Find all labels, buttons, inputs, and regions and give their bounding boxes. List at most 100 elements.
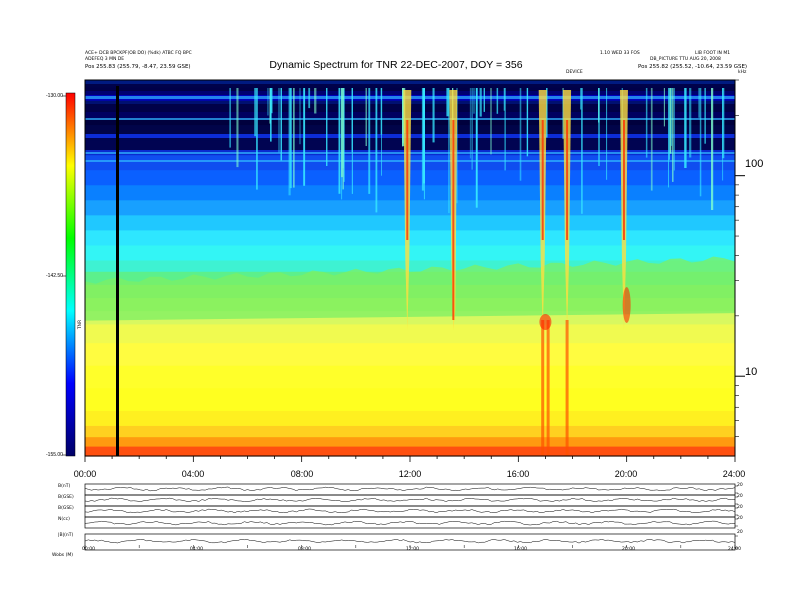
spectrum-streak: [421, 88, 424, 191]
spectrum-band: [85, 260, 735, 273]
data-gap-bar: [116, 86, 119, 456]
timeseries-line: [84, 539, 736, 544]
spectrum-streak: [673, 88, 675, 171]
spectrum-streak: [519, 88, 522, 181]
panel-tick-1: 20: [737, 483, 743, 488]
timeseries-line: [84, 486, 736, 492]
spectrum-band: [85, 215, 735, 231]
spectrum-streak: [722, 88, 725, 159]
radio-burst-core: [566, 120, 569, 240]
spectrum-streak: [704, 88, 706, 144]
bottom-tick-1: 04:00: [190, 547, 203, 552]
spectrum-streak: [672, 88, 674, 182]
burst-spot: [622, 287, 631, 323]
bottom-tick-0: 00:00: [82, 547, 95, 552]
spectrum-streak: [236, 88, 239, 168]
header-right-line1: 1.10 WED 33 FOS: [600, 51, 640, 56]
spectrum-streak: [341, 88, 344, 178]
colorbar-unit: TNR: [78, 319, 84, 330]
spectrum-streak: [698, 88, 700, 118]
spectrum-streak: [448, 88, 450, 214]
colorbar-tick-mid: -142.50: [46, 273, 63, 279]
low-freq-burst: [546, 320, 550, 456]
spectrum-streak: [381, 88, 382, 176]
bottom-tick-6: 24:00: [728, 547, 741, 552]
bottom-tick-4: 16:00: [514, 547, 527, 552]
spectrum-streak: [473, 88, 475, 114]
spectrum-streak: [689, 88, 692, 158]
header-center-tag: DEVICE: [566, 70, 583, 75]
timeseries-line: [84, 497, 736, 502]
spectrum-streak: [471, 88, 473, 170]
spectrum-streak: [496, 88, 499, 114]
spectrum-streak: [267, 88, 269, 116]
timeseries-panel: [84, 533, 736, 551]
spectrum-streak: [326, 88, 328, 166]
x-tick-3: 12:00: [398, 469, 422, 479]
spectrum-streak: [504, 88, 506, 171]
burst-spot: [539, 314, 552, 330]
spectrum-streak: [254, 88, 256, 137]
radio-burst-core: [406, 120, 409, 240]
panel-label-1: B(nT): [58, 484, 71, 489]
header-left-line1: ACE+ DCB BPCKPF(OB DO) (%dk) ATBC FQ BPC: [85, 51, 192, 56]
spectrum-streak: [479, 88, 482, 117]
spectrum-streak: [684, 88, 687, 168]
spectrum-band: [85, 446, 735, 457]
spectrum-streak: [368, 88, 371, 194]
y-tick-100: 100: [745, 158, 764, 170]
panel-tick-5: 20: [737, 530, 743, 535]
header-right-line4: Pos 255.82 (255.52, -10.64, 23.59 GSE): [638, 64, 748, 70]
header-right-line3: DB_PICTURE TTU AUG 20, 2008: [650, 57, 721, 62]
spectrum-streak: [289, 88, 292, 189]
spectrum-streak: [280, 88, 282, 161]
spectrum-streak: [469, 88, 471, 159]
header-left-line3: Pos 255.83 (255.79, -8.47, 23.59 GSE): [85, 64, 191, 70]
spectrum-streak: [432, 88, 435, 143]
panel-tick-3: 20: [737, 505, 743, 510]
spectrum-band: [85, 200, 735, 216]
panel-label-4: N(cc): [58, 517, 70, 522]
spectrum-streak: [270, 88, 272, 142]
khz-label: kHz: [738, 70, 747, 75]
spectrum-streak: [668, 88, 670, 160]
spectrum-streak: [314, 88, 317, 114]
spectrum-streak: [278, 88, 280, 153]
spectrum-band: [85, 410, 735, 427]
colorbar: [65, 92, 76, 457]
spectrum-band: [85, 230, 735, 247]
spectrum-band: [85, 343, 735, 367]
spectrum-streak: [669, 88, 672, 154]
x-tick-2: 08:00: [290, 469, 314, 479]
x-tick-6: 24:00: [722, 469, 746, 479]
panel-tick-4: 20: [737, 516, 743, 521]
timeseries-panel: [84, 516, 736, 529]
bottom-tick-5: 20:00: [622, 547, 635, 552]
spectrum-streak: [606, 88, 608, 180]
x-tick-1: 04:00: [181, 469, 205, 479]
spectrum-streak: [663, 88, 665, 127]
spectrum-dark-strip: [85, 84, 735, 91]
spectrum-streak: [526, 88, 529, 157]
spectrum-streak: [580, 88, 582, 110]
spectrum-streak: [503, 88, 505, 111]
spectrum-green-zone: [85, 256, 735, 321]
spectrum-streak: [645, 88, 648, 158]
spectrum-streak: [562, 88, 564, 139]
spectrum-band: [85, 365, 735, 389]
spectrum-streak: [338, 88, 341, 194]
y-tick-10: 10: [745, 366, 758, 378]
spectrum-streak: [229, 88, 231, 148]
spectrum-streak: [670, 88, 673, 146]
spectrum-streak: [699, 88, 702, 197]
panel-label-2: B(GSE): [58, 495, 74, 500]
radio-burst-core: [622, 120, 625, 240]
colorbar-tick-top: -130.00: [46, 93, 63, 99]
low-freq-burst: [541, 320, 545, 456]
panel-label-3: B(GSE): [58, 506, 74, 511]
spectrum-band: [85, 245, 735, 262]
spectrum-streak: [456, 88, 458, 204]
panel-tick-2: 20: [737, 494, 743, 499]
footer-label: Wobs (M): [52, 553, 73, 558]
